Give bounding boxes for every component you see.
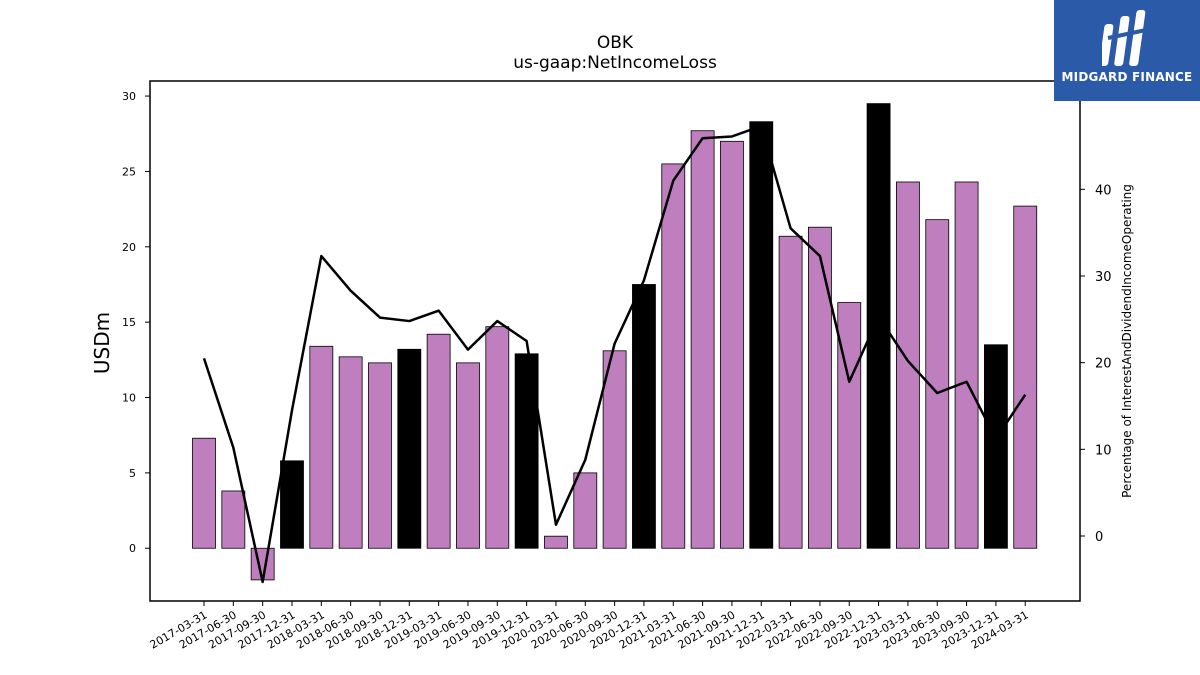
chart-subtitle: us-gaap:NetIncomeLoss bbox=[513, 53, 717, 73]
bar-2020-03-31 bbox=[544, 535, 568, 549]
y-tick-label: 20 bbox=[122, 241, 136, 254]
y2-tick-label: 10 bbox=[1095, 443, 1112, 458]
y2-tick-label: 0 bbox=[1095, 530, 1103, 545]
y-tick-label: 0 bbox=[129, 542, 136, 555]
bar-2022-09-30 bbox=[837, 302, 862, 549]
bar-2019-12-31 bbox=[514, 353, 539, 549]
y-tick-label: 25 bbox=[122, 165, 136, 178]
bar-2018-06-30 bbox=[338, 356, 363, 549]
bar-2021-09-30 bbox=[720, 140, 744, 549]
bar-2023-03-31 bbox=[896, 181, 920, 549]
bar-2019-03-31 bbox=[426, 333, 451, 549]
bar-2020-12-31 bbox=[632, 284, 656, 549]
bar-2023-06-30 bbox=[925, 219, 950, 549]
bar-2021-12-31 bbox=[749, 121, 774, 549]
bar-2022-03-31 bbox=[778, 235, 803, 549]
bar-2023-09-30 bbox=[954, 181, 979, 549]
midgard-logo-icon bbox=[1102, 10, 1147, 66]
bar-2019-06-30 bbox=[456, 362, 480, 549]
y-tick-label: 30 bbox=[122, 90, 136, 103]
bar-2017-03-31 bbox=[192, 437, 216, 549]
bar-2020-09-30 bbox=[602, 350, 627, 549]
y2-axis-label: Percentage of InterestAndDividendIncomeO… bbox=[1120, 184, 1134, 498]
bar-2021-06-30 bbox=[690, 130, 715, 549]
bar-2022-12-31 bbox=[866, 103, 891, 549]
bar-2019-09-30 bbox=[485, 326, 510, 549]
y-tick-label: 10 bbox=[122, 392, 136, 405]
bar-2020-06-30 bbox=[573, 472, 598, 549]
y2-tick-label: 30 bbox=[1095, 270, 1112, 285]
chart-title: OBK bbox=[597, 33, 634, 53]
bar-2023-12-31 bbox=[984, 344, 1008, 549]
percentage-line bbox=[202, 124, 1027, 584]
bar-2017-06-30 bbox=[221, 490, 246, 549]
brand-logo: MIDGARD FINANCE bbox=[1054, 0, 1200, 101]
bar-2018-09-30 bbox=[368, 362, 392, 549]
y2-tick-label: 40 bbox=[1095, 183, 1112, 198]
y-tick-label: 15 bbox=[122, 316, 136, 329]
bar-2024-03-31 bbox=[1013, 205, 1038, 549]
brand-name: MIDGARD FINANCE bbox=[1061, 70, 1193, 84]
y2-tick-label: 20 bbox=[1095, 357, 1112, 372]
bar-2018-03-31 bbox=[309, 345, 334, 549]
y-tick-label: 5 bbox=[129, 467, 136, 480]
line-layer bbox=[202, 124, 1027, 584]
bar-2018-12-31 bbox=[397, 348, 422, 549]
bar-2017-12-31 bbox=[280, 460, 304, 549]
y-axis-label: USDm bbox=[90, 312, 114, 374]
bars-layer bbox=[192, 103, 1038, 581]
bar-2021-03-31 bbox=[661, 163, 686, 549]
bar-2022-06-30 bbox=[808, 226, 832, 549]
